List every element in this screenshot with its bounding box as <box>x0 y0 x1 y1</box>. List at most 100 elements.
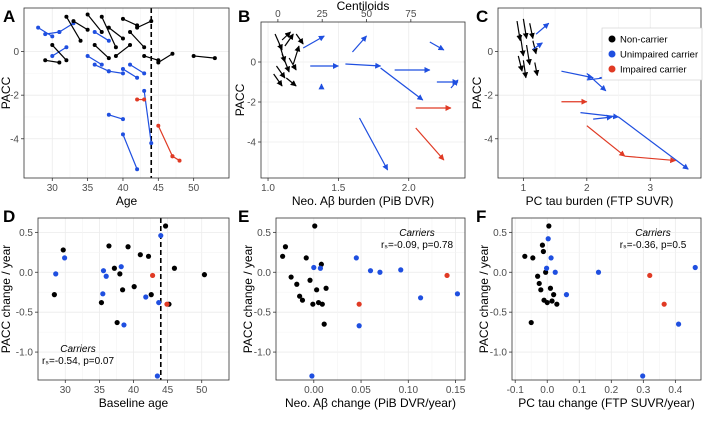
legend-swatch <box>608 65 616 73</box>
data-point <box>98 299 105 306</box>
data-point <box>53 271 59 277</box>
data-point <box>100 291 106 297</box>
plot-border <box>260 21 466 179</box>
y-tick-label: 0.5 <box>493 228 507 239</box>
trajectory-point <box>50 53 55 58</box>
trajectory-arrow <box>519 34 526 57</box>
trajectory-arrow <box>380 67 424 101</box>
data-point <box>154 373 160 379</box>
plot-background <box>261 22 465 178</box>
trajectory-point <box>85 27 90 32</box>
trajectory-line <box>94 64 110 72</box>
x-axis-title: Baseline age <box>99 396 169 410</box>
panel-a: 30 35 40 45 50 0 -2 -4 Age PACC A <box>0 7 230 208</box>
data-point <box>547 285 554 291</box>
data-point <box>454 291 461 297</box>
x-tick-label: 0.1 <box>572 385 586 396</box>
trajectory-line <box>94 44 110 59</box>
y-tick-label: -1.0 <box>490 348 508 359</box>
trajectory-point <box>92 62 97 67</box>
trajectory-arrow <box>281 53 290 73</box>
trajectory-point <box>99 29 104 34</box>
trajectory-arrow <box>586 72 607 92</box>
trajectory-arrow <box>288 57 297 71</box>
trajectory-point <box>78 38 83 43</box>
x-tick-label: 0.10 <box>399 385 419 396</box>
x-tick-label: 2.0 <box>402 183 416 194</box>
trajectory-arrow <box>531 40 538 55</box>
trajectory-line <box>51 44 67 61</box>
data-point <box>353 255 359 261</box>
panel-letter: E <box>238 207 249 226</box>
trajectory-point <box>106 38 111 43</box>
x-tick-label: 30 <box>60 385 72 396</box>
trajectory-point <box>113 53 118 58</box>
annotation-stat: rₛ=-0.54, p=0.07 <box>42 356 115 367</box>
data-point <box>675 321 682 327</box>
trajectory-arrow <box>285 77 297 87</box>
x-tick-label: 35 <box>94 385 106 396</box>
legend-label: Unimpaired carrier <box>620 50 698 61</box>
trajectory-arrow <box>415 127 445 161</box>
trajectory-point <box>135 167 140 172</box>
trajectory-point <box>57 29 62 34</box>
data-point <box>201 272 208 278</box>
data-point <box>121 322 127 328</box>
data-point <box>299 297 306 303</box>
plot-background <box>24 8 229 178</box>
trajectory-arrow <box>429 41 445 51</box>
x-tick-label: 1 <box>521 183 527 194</box>
trajectory-point <box>142 71 147 76</box>
data-point <box>535 273 541 279</box>
trajectory-line <box>45 31 60 35</box>
y-tick-label: 0.5 <box>19 228 33 239</box>
trajectory-line <box>143 55 159 61</box>
trajectory-point <box>149 141 154 146</box>
data-point <box>148 292 154 298</box>
x-tick-label: 0.4 <box>668 385 682 396</box>
trajectory-point <box>177 158 182 163</box>
y-tick-label: 0.5 <box>257 228 271 239</box>
x-axis-title: PC tau burden (FTP SUVR) <box>526 194 674 208</box>
x-axis-title: Neo. Aβ change (PiB DVR/year) <box>285 396 456 410</box>
x-tick-label: 45 <box>153 183 165 194</box>
data-point <box>552 269 558 275</box>
data-point <box>543 269 549 275</box>
x-tick-label: 0.3 <box>636 385 650 396</box>
data-point <box>118 264 124 270</box>
trajectory-arrow <box>586 125 626 157</box>
trajectory-point <box>71 19 76 24</box>
y-tick-label: -4 <box>247 138 256 149</box>
trajectory-arrow <box>281 31 291 41</box>
trajectory-line <box>122 18 138 26</box>
y-tick-label: -4 <box>484 134 493 145</box>
data-point <box>307 277 313 283</box>
trajectory-arrow <box>284 33 294 47</box>
data-point <box>111 265 117 271</box>
x-tick-label: -0.1 <box>507 385 525 396</box>
data-point <box>321 321 327 327</box>
trajectory-point <box>135 75 140 80</box>
trajectory-line <box>157 53 173 63</box>
trajectory-line <box>51 46 67 57</box>
x-axis-title: Age <box>116 194 138 208</box>
trajectory-point <box>128 43 133 48</box>
data-point <box>539 242 546 248</box>
top-tick-label: 75 <box>405 9 417 20</box>
plot-border <box>497 7 702 179</box>
panel-f: -0.1 0.0 0.1 0.2 0.3 0.4 0.5 0.0 -0.5 -1.0 PC tau … <box>476 207 702 410</box>
data-point <box>318 261 324 267</box>
data-point <box>536 280 542 287</box>
x-tick-label: 50 <box>196 385 208 396</box>
annotation-title: Carriers <box>60 344 96 355</box>
data-point <box>100 268 107 274</box>
data-point <box>647 272 653 279</box>
data-point <box>143 294 149 300</box>
y-tick-label: 0.0 <box>19 268 33 279</box>
annotation-stat: rₛ=-0.36, p=0.5 <box>620 240 687 251</box>
x-tick-label: 45 <box>162 385 174 396</box>
trajectory-arrow <box>533 62 540 77</box>
trajectory-point <box>106 56 111 61</box>
x-tick-label: 30 <box>47 183 59 194</box>
